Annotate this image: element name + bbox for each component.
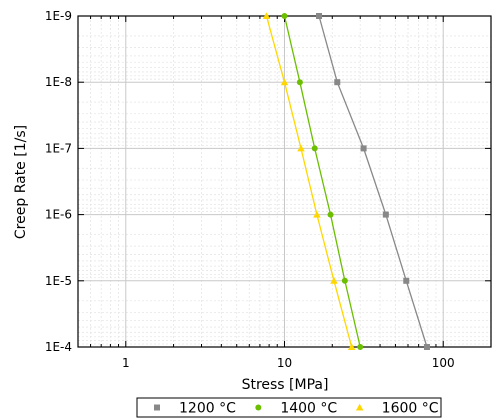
y-tick-label: 1E-7 bbox=[45, 141, 72, 155]
legend-item: 1600 °C bbox=[355, 401, 439, 417]
y-tick-label: 1E-9 bbox=[45, 9, 72, 23]
data-point bbox=[357, 344, 364, 350]
legend-label: 1200 °C bbox=[179, 401, 236, 417]
legend-label: 1600 °C bbox=[382, 401, 439, 417]
data-point bbox=[360, 145, 367, 152]
grid-layer bbox=[78, 15, 491, 348]
series-layer bbox=[262, 12, 430, 350]
data-point bbox=[330, 277, 338, 284]
legend-marker bbox=[355, 403, 364, 411]
data-point bbox=[296, 79, 303, 86]
series-3 bbox=[262, 12, 356, 350]
data-point bbox=[334, 79, 341, 86]
data-point bbox=[311, 145, 318, 152]
x-axis-title: Stress [MPa] bbox=[242, 377, 329, 393]
series-line bbox=[265, 15, 353, 348]
y-tick-label: 1E-8 bbox=[45, 75, 72, 89]
data-point bbox=[382, 211, 389, 218]
data-point bbox=[327, 211, 334, 218]
legend-marker bbox=[255, 404, 262, 411]
y-tick-label: 1E-4 bbox=[45, 340, 72, 354]
y-tick-label: 1E-6 bbox=[45, 208, 72, 222]
x-tick-label: 100 bbox=[432, 356, 455, 370]
data-point bbox=[347, 343, 356, 350]
legend-item: 1200 °C bbox=[154, 401, 236, 417]
data-point bbox=[313, 210, 321, 218]
y-axis-title: Creep Rate [1/s] bbox=[13, 125, 29, 239]
data-point bbox=[262, 12, 271, 19]
legend-marker bbox=[154, 404, 160, 411]
series-line bbox=[318, 15, 428, 348]
series-line bbox=[283, 15, 361, 348]
legend-box bbox=[136, 397, 442, 418]
data-point bbox=[281, 13, 288, 19]
y-tick-label: 1E-5 bbox=[45, 274, 72, 288]
series-1 bbox=[316, 13, 430, 350]
labels-layer: 1 10 100 1E-9 1E-8 1E-7 1E-6 1E-5 1E-4 bbox=[45, 9, 455, 370]
data-point bbox=[280, 78, 289, 86]
series-2 bbox=[281, 13, 364, 350]
data-point bbox=[316, 13, 323, 19]
legend-item: 1400 °C bbox=[255, 401, 337, 417]
data-point bbox=[297, 144, 305, 152]
data-point bbox=[341, 277, 348, 284]
data-point bbox=[423, 344, 430, 350]
legend-label: 1400 °C bbox=[280, 401, 337, 417]
data-point bbox=[403, 277, 410, 284]
legend: 1200 °C 1400 °C 1600 °C bbox=[136, 397, 442, 418]
x-tick-label: 1 bbox=[122, 356, 130, 370]
x-tick-label: 10 bbox=[277, 356, 292, 370]
